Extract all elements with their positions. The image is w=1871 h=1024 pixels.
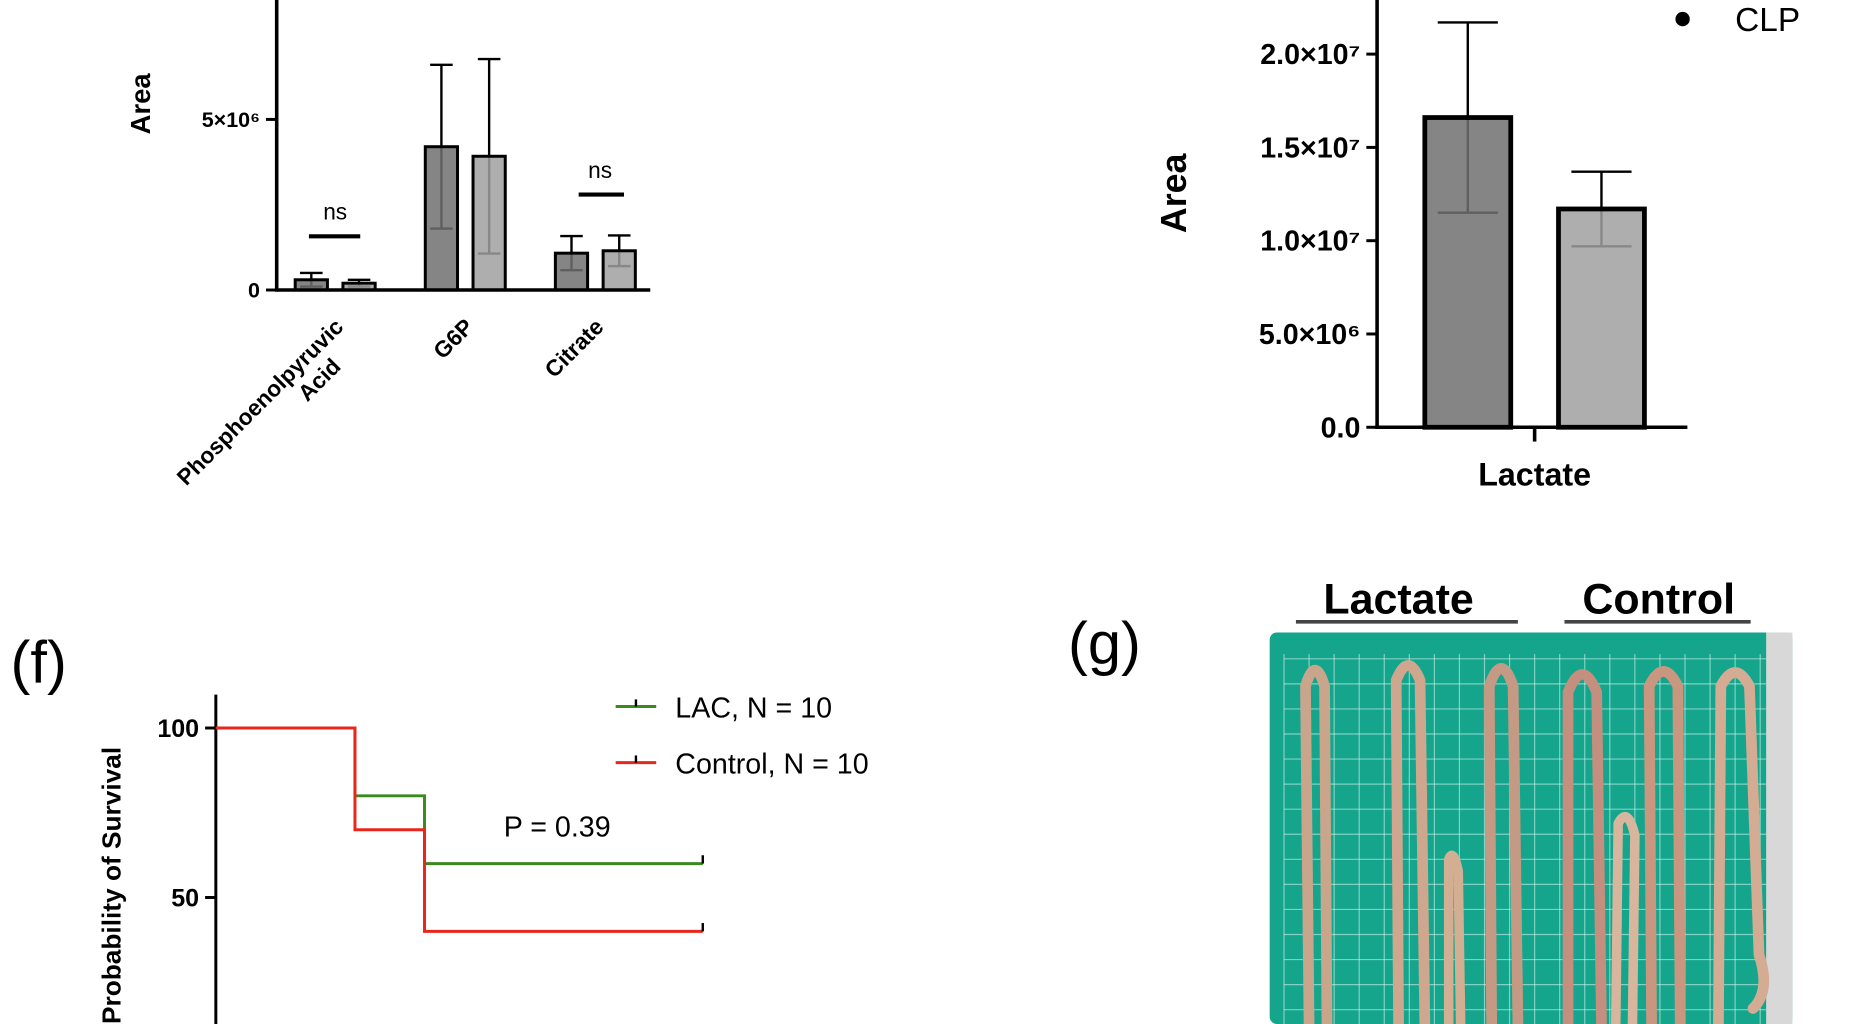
bar (1556, 206, 1647, 430)
y-tick-label: 0.0 (1321, 412, 1361, 444)
y-tick-label: 1.5×10⁷ (1260, 132, 1360, 164)
y-axis-label: Probability of Survival (96, 747, 126, 1024)
x-tick-label: G6P (428, 313, 478, 363)
legend-label: Control, N = 10 (675, 748, 868, 780)
bar (1422, 115, 1514, 430)
x-tick-label: Citrate (539, 313, 608, 382)
legend-label: LAC, N = 10 (675, 692, 832, 724)
y-tick-label: 100 (157, 715, 199, 743)
bar (601, 249, 637, 292)
y-tick-label: 0 (248, 279, 260, 303)
bar (423, 145, 460, 292)
y-tick-label: 5×10⁶ (202, 108, 260, 132)
bar (471, 154, 507, 292)
mat-grid (1283, 654, 1767, 1024)
x-tick-label: PhosphoenolpyruvicAcid (171, 313, 366, 508)
y-tick-label: 50 (171, 884, 199, 912)
photo-label: Lactate (1323, 575, 1473, 623)
photo-label: Control (1582, 575, 1735, 623)
y-axis-label: Area (125, 73, 156, 135)
photo: Lactate Control (1269, 575, 1793, 1024)
mat-edge (1766, 632, 1793, 1024)
annotation: ns (323, 199, 347, 225)
panel-label: (g) (1068, 610, 1141, 677)
panel-label: (f) (11, 629, 67, 696)
annotation: ns (588, 157, 612, 183)
legend-marker (1675, 11, 1690, 27)
survival-line (215, 726, 703, 866)
x-tick-label: Lactate (1478, 457, 1591, 493)
y-axis-label: Area (1154, 152, 1194, 233)
y-tick-label: 2.0×10⁷ (1260, 39, 1360, 71)
bar (553, 251, 590, 292)
survival-line (215, 726, 703, 933)
y-tick-label: 5.0×10⁶ (1259, 319, 1361, 351)
y-tick-label: 1.0×10⁷ (1260, 226, 1360, 258)
legend-label: CLP (1735, 2, 1800, 39)
annotation: P = 0.39 (504, 812, 611, 844)
intestines (1300, 660, 1770, 1024)
